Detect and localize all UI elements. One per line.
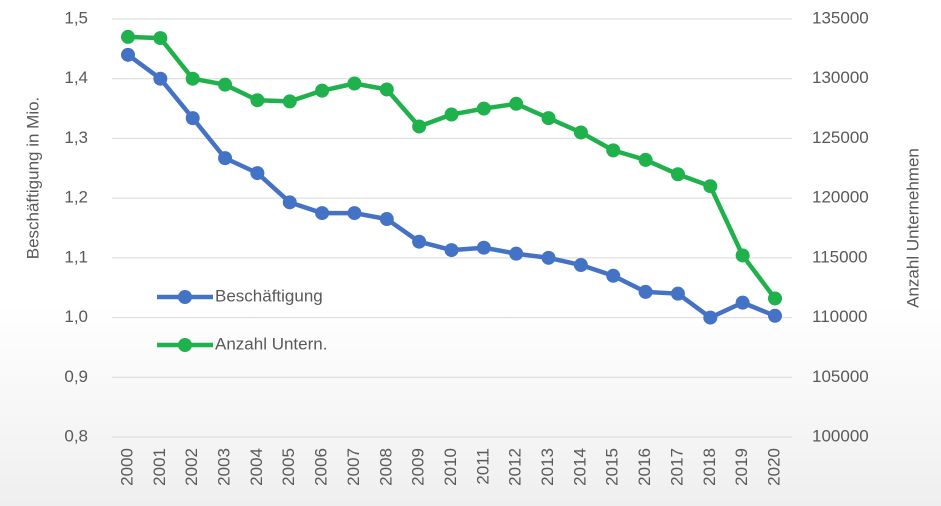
marker (476, 240, 491, 255)
y2-axis-label: Anzahl Unternehmen (903, 148, 922, 308)
y-tick-label: 1,3 (64, 128, 88, 147)
y2-tick-label: 125000 (812, 128, 869, 147)
y2-tick-label: 100000 (812, 426, 869, 445)
marker (638, 152, 653, 167)
x-tick-label: 2005 (279, 448, 298, 486)
marker (509, 96, 524, 111)
y-tick-label: 0,8 (64, 426, 88, 445)
x-tick-label: 2010 (441, 448, 460, 486)
marker (218, 151, 233, 166)
marker (509, 246, 524, 261)
marker (606, 268, 621, 283)
x-tick-label: 2006 (312, 448, 331, 486)
marker (185, 111, 200, 126)
marker (573, 258, 588, 273)
marker (412, 119, 427, 134)
y2-tick-label: 105000 (812, 367, 869, 386)
y-tick-label: 1,2 (64, 188, 88, 207)
legend-label: Beschäftigung (215, 286, 323, 305)
marker (735, 248, 750, 263)
marker (347, 206, 362, 221)
y2-tick-label: 120000 (812, 188, 869, 207)
marker (379, 212, 394, 227)
marker (703, 310, 718, 325)
x-tick-label: 2007 (344, 448, 363, 486)
marker (121, 29, 135, 44)
y2-tick-label: 135000 (812, 8, 869, 27)
x-tick-label: 2000 (117, 448, 136, 486)
legend-marker (178, 338, 192, 352)
x-tick-label: 2003 (215, 448, 234, 486)
x-tick-label: 2016 (635, 448, 654, 486)
x-tick-label: 2009 (409, 448, 428, 486)
marker (412, 234, 427, 249)
marker (444, 107, 459, 122)
x-tick-label: 2013 (538, 448, 557, 486)
marker (606, 143, 621, 158)
marker (121, 47, 135, 62)
marker (250, 93, 265, 108)
marker (735, 295, 750, 310)
y-tick-label: 0,9 (64, 367, 88, 386)
marker (703, 179, 718, 194)
x-tick-label: 2020 (764, 448, 783, 486)
marker (185, 71, 200, 86)
marker (541, 111, 556, 126)
marker (315, 206, 330, 221)
y-axis-label: Beschäftigung in Mio. (23, 97, 42, 260)
marker (218, 77, 233, 92)
marker (282, 195, 297, 210)
x-tick-label: 2004 (247, 448, 266, 486)
legend-marker (178, 290, 192, 304)
marker (573, 125, 588, 140)
marker (444, 243, 459, 258)
y-tick-label: 1,1 (64, 247, 88, 266)
x-tick-label: 2002 (182, 448, 201, 486)
marker (476, 101, 491, 116)
x-tick-label: 2019 (732, 448, 751, 486)
y-tick-label: 1,4 (64, 68, 88, 87)
marker (768, 308, 782, 323)
marker (670, 167, 685, 182)
x-tick-label: 2015 (603, 448, 622, 486)
x-tick-label: 2017 (667, 448, 686, 486)
line (126, 53, 776, 320)
marker (638, 284, 653, 299)
marker (250, 166, 265, 181)
x-tick-label: 2014 (570, 448, 589, 486)
marker (670, 286, 685, 301)
marker (541, 250, 556, 265)
marker (282, 94, 297, 109)
y-tick-label: 1,0 (64, 307, 88, 326)
y2-tick-label: 130000 (812, 68, 869, 87)
legend-label: Anzahl Untern. (215, 334, 327, 353)
marker (153, 71, 168, 86)
x-tick-label: 2011 (473, 448, 492, 485)
y2-tick-label: 110000 (812, 307, 867, 326)
x-tick-label: 2012 (506, 448, 525, 486)
marker (347, 76, 362, 91)
marker (379, 82, 394, 97)
marker (153, 31, 168, 46)
marker (768, 291, 782, 306)
x-tick-label: 2001 (150, 448, 169, 486)
marker (315, 83, 330, 98)
x-tick-label: 2018 (700, 448, 719, 486)
y2-tick-label: 115000 (812, 247, 867, 266)
y-tick-label: 1,5 (64, 8, 88, 27)
x-tick-label: 2008 (376, 448, 395, 486)
